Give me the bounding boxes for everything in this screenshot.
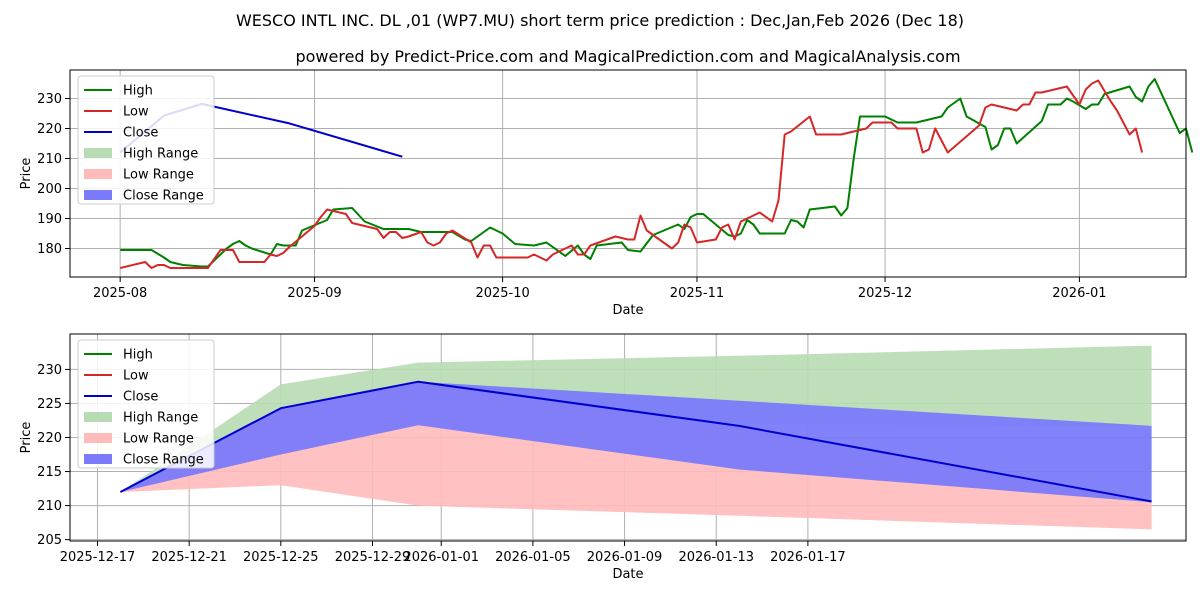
- x-tick-label: 2025-12-21: [151, 550, 227, 565]
- x-tick-label: 2025-12: [858, 286, 912, 301]
- y-tick-label: 190: [37, 212, 62, 227]
- low-range-legend-swatch: [84, 169, 112, 179]
- bottom-plot: 2025-12-17 2025-12-21 2025-12-25 2025-12-29…: [19, 333, 1187, 582]
- top-plot: 2025-08 2025-09 2025-10 2025-11 2025-12 2026-…: [19, 69, 1194, 318]
- x-tick-label: 2025-12-25: [243, 550, 319, 565]
- chart-title: WESCO INTL INC. DL ,01 (WP7.MU) short te…: [236, 11, 964, 30]
- legend: High Low Close High Range Low Range Close Ran…: [77, 75, 215, 205]
- x-tick-label: 2026-01-17: [770, 550, 846, 565]
- low-legend-label: Low: [123, 105, 149, 120]
- low-line: [119, 79, 1144, 269]
- y-tick-label: 230: [37, 92, 62, 107]
- low-range-legend-label: Low Range: [123, 168, 194, 183]
- x-tick-label: 2025-12-29: [335, 550, 411, 565]
- y-tick-label: 220: [37, 431, 62, 446]
- x-tick-label: 2026-01-13: [678, 550, 754, 565]
- y-axis-label: Price: [19, 158, 34, 190]
- close-legend-label: Close: [123, 390, 158, 405]
- close-legend-label: Close: [123, 126, 158, 141]
- y-tick-label: 210: [37, 499, 62, 514]
- x-tick-label: 2026-01-09: [587, 550, 663, 565]
- y-tick-label: 205: [37, 533, 62, 548]
- high-range-legend-label: High Range: [123, 147, 198, 162]
- y-tick-label: 210: [37, 152, 62, 167]
- legend: High Low Close High Range Low Range Close Ran…: [77, 339, 215, 469]
- close-range-legend-label: Close Range: [123, 189, 204, 204]
- high-range-legend-swatch: [84, 412, 112, 422]
- y-tick-label: 215: [37, 465, 62, 480]
- x-tick-label: 2025-08: [93, 286, 147, 301]
- x-tick-label: 2026-01-01: [403, 550, 479, 565]
- close-range-legend-label: Close Range: [123, 453, 204, 468]
- x-axis-label: Date: [612, 567, 643, 582]
- close-range-area: [120, 381, 1152, 503]
- x-tick-label: 2025-09: [287, 286, 341, 301]
- high-legend-label: High: [123, 348, 153, 363]
- x-tick-label: 2025-12-17: [60, 550, 136, 565]
- y-tick-label: 225: [37, 397, 62, 412]
- y-tick-label: 220: [37, 122, 62, 137]
- close-range-legend-swatch: [84, 190, 112, 200]
- low-range-legend-label: Low Range: [123, 432, 194, 447]
- plot-frame: [69, 69, 1187, 278]
- x-axis-label: Date: [612, 303, 643, 318]
- high-legend-label: High: [123, 84, 153, 99]
- x-tick-label: 2025-11: [670, 286, 724, 301]
- y-axis-label: Price: [19, 422, 34, 454]
- x-tick-label: 2025-10: [475, 286, 529, 301]
- high-range-legend-label: High Range: [123, 411, 198, 426]
- low-legend-label: Low: [123, 369, 149, 384]
- close-range-legend-swatch: [84, 454, 112, 464]
- y-tick-label: 230: [37, 363, 62, 378]
- x-tick-label: 2026-01-05: [495, 550, 571, 565]
- low-range-legend-swatch: [84, 433, 112, 443]
- y-tick-label: 180: [37, 242, 62, 257]
- y-tick-label: 200: [37, 182, 62, 197]
- close-line: [119, 380, 1152, 503]
- x-tick-label: 2026-01: [1052, 286, 1106, 301]
- high-range-legend-swatch: [84, 148, 112, 158]
- chart-subtitle: powered by Predict-Price.com and Magical…: [295, 47, 960, 66]
